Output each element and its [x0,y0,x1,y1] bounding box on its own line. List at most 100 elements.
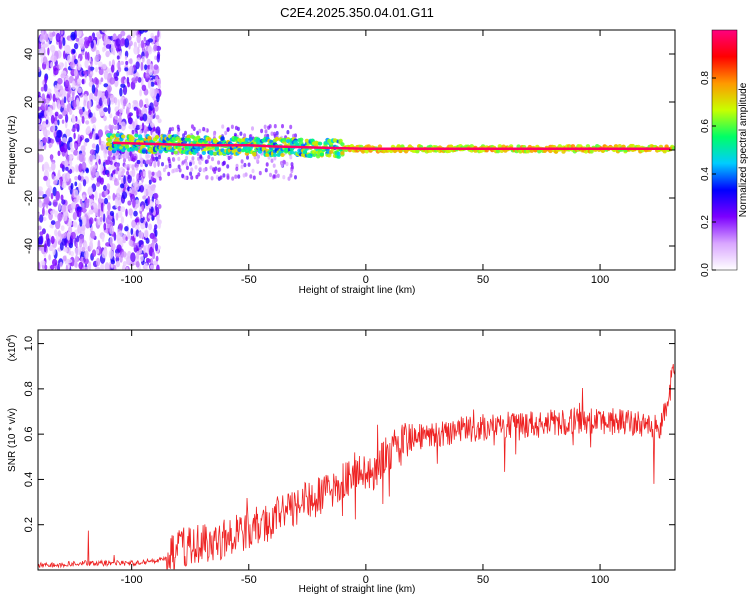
heatmap-cell [99,216,103,222]
heatmap-cell [128,66,132,76]
heatmap-cell [156,53,160,63]
heatmap-cell [152,95,157,101]
heatmap-cell [73,149,79,156]
heatmap-cell [156,93,160,103]
heatmap-cell [154,205,158,212]
heatmap-cell [88,209,93,215]
colorbar-tick-label: 0.6 [700,119,711,133]
heatmap-cell [72,221,76,227]
heatmap-cell [220,136,225,141]
heatmap-cell [237,148,242,152]
heatmap-cell [336,151,341,156]
heatmap-cell [152,126,156,132]
heatmap-cell [76,30,82,38]
heatmap-cell [143,187,147,198]
heatmap-cell [88,261,92,270]
heatmap-cell [109,113,113,119]
heatmap-cell [71,80,76,91]
heatmap-cell [84,51,88,60]
heatmap-cell [98,61,103,68]
heatmap-cell [87,186,93,196]
heatmap-cell [162,167,166,173]
heatmap-cell [168,163,172,169]
heatmap-cell [112,192,116,201]
heatmap-cell [92,167,96,176]
heatmap-cell [154,224,158,230]
heatmap-cell [126,164,130,169]
heatmap-cell [63,50,66,60]
heatmap-cell [191,156,195,161]
heatmap-cell [107,105,111,115]
heatmap-cell [90,230,96,239]
y-tick-label: 40 [23,48,35,60]
heatmap-cell [219,175,223,180]
heatmap-cell [282,175,286,180]
heatmap-cell [213,169,217,174]
heatmap-cell [70,61,75,69]
heatmap-cell [97,239,101,250]
heatmap-cell [68,107,73,115]
heatmap-cell [112,155,116,160]
y-tick-label: 0.4 [23,472,35,487]
heatmap-cell [138,43,141,48]
heatmap-cell [42,56,48,65]
heatmap-cell [54,111,59,117]
heatmap-cell [140,171,144,177]
heatmap-cell [73,132,76,140]
heatmap-cell [52,93,56,103]
heatmap-cell [140,40,145,49]
heatmap-cell [127,231,131,240]
heatmap-cell [131,164,135,171]
heatmap-cell [88,112,93,118]
heatmap-cell [65,166,69,171]
heatmap-cell [155,126,161,136]
heatmap-cell [38,118,41,124]
heatmap-cell [94,266,101,270]
heatmap-cell [70,231,76,240]
heatmap-cell [105,159,111,165]
heatmap-cell [38,235,43,246]
heatmap-cell [158,155,161,160]
heatmap-cell [148,109,152,115]
heatmap-cell [38,225,42,231]
heatmap-cell [319,152,324,157]
y-tick-label: 0.2 [23,517,35,532]
heatmap-cell [252,151,257,156]
heatmap-cell [67,54,71,64]
heatmap-cell [119,254,123,263]
heatmap-cell [40,260,46,266]
heatmap-cell [58,138,62,146]
heatmap-cell [152,251,156,260]
heatmap-cell [248,137,253,142]
heatmap-cell [64,247,68,253]
heatmap-cell [95,78,99,85]
heatmap-cell [107,195,111,200]
heatmap-cell [101,234,105,243]
heatmap-cell [55,91,60,99]
heatmap-cell [135,261,140,268]
heatmap-cell [88,198,94,204]
heatmap-cell [285,161,289,167]
heatmap-cell [68,136,73,143]
heatmap-cell [84,250,89,260]
heatmap-cell [139,89,143,97]
heatmap-cell [140,76,144,87]
heatmap-cell [75,85,78,92]
heatmap-cell [147,170,151,175]
heatmap-cell [104,262,110,270]
heatmap-cell [104,144,108,154]
heatmap-cell [115,260,121,268]
heatmap-cell [117,66,122,73]
heatmap-cell [103,107,108,113]
heatmap-cell [71,116,76,124]
heatmap-cell [113,125,117,131]
heatmap-cell [274,169,278,174]
heatmap-cell [145,154,151,159]
heatmap-cell [148,179,152,185]
heatmap-cell [329,149,334,154]
heatmap-cell [50,44,56,53]
heatmap-cell [78,182,82,192]
heatmap-cell [77,209,82,218]
heatmap-cell [55,190,60,201]
figure-title: C2E4.2025.350.04.01.G11 [280,5,434,20]
